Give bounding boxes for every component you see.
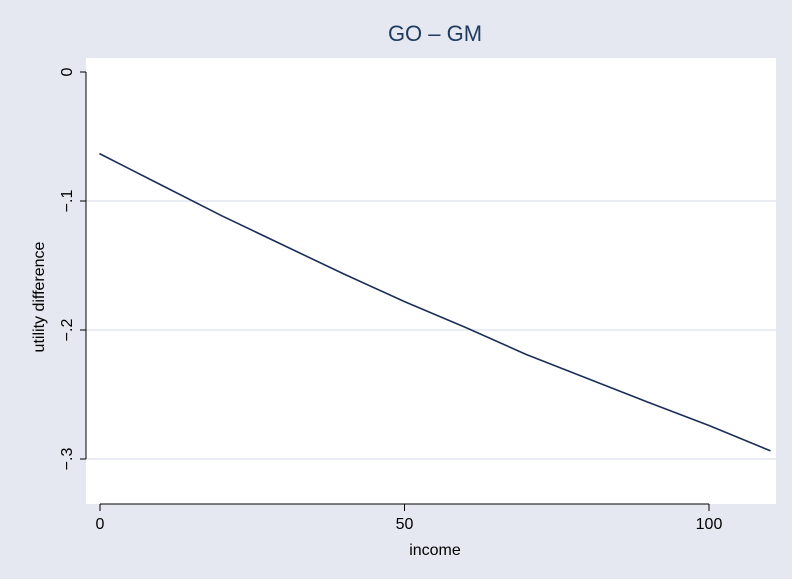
y-tick-label-2: −.2	[59, 319, 76, 342]
y-tick-label-0: 0	[59, 67, 76, 76]
x-tick-label-0: 0	[96, 516, 105, 533]
y-axis-title: utility difference	[31, 241, 48, 352]
x-tick-label-2: 100	[696, 516, 723, 533]
x-tick-label-1: 50	[396, 516, 414, 533]
chart-title: GO – GM	[388, 21, 482, 46]
y-tick-label-3: −.3	[59, 448, 76, 471]
y-tick-label-1: −.1	[59, 190, 76, 213]
x-axis-title: income	[409, 542, 461, 559]
plot-area	[86, 58, 776, 504]
